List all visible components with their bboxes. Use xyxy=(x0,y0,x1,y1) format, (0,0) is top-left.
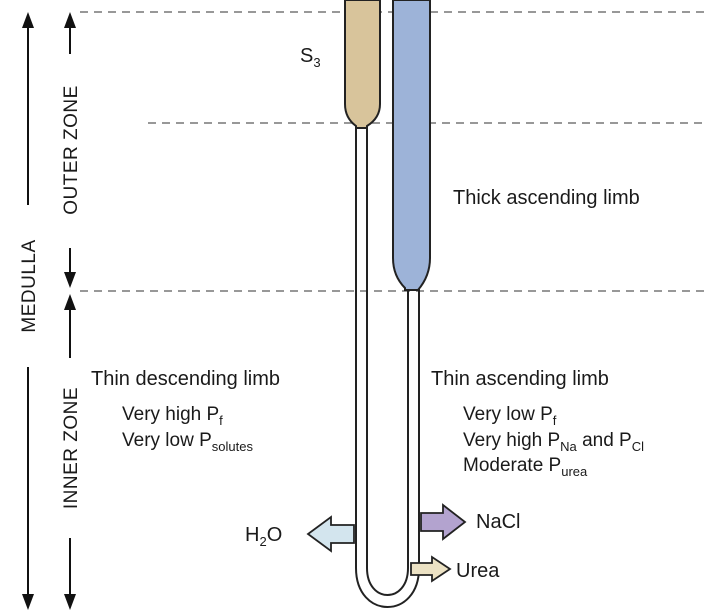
loop-of-henle-tubule xyxy=(344,0,431,608)
thick-ascending-limb-segment xyxy=(392,0,431,291)
medulla-label: MEDULLA xyxy=(19,239,40,332)
water-efflux-arrow xyxy=(306,515,355,553)
descending-prop-psolutes: Very low Psolutes xyxy=(122,430,253,454)
thick-ascending-limb-label: Thick ascending limb xyxy=(453,187,640,209)
inner-zone-label: INNER ZONE xyxy=(61,387,82,509)
water-label: H2O xyxy=(245,524,282,549)
urea-influx-arrow xyxy=(410,555,452,583)
inner-zone-range-arrow xyxy=(64,294,76,610)
ascending-prop-pna-pcl: Very high PNa and PCl xyxy=(463,430,644,454)
thin-descending-limb-label: Thin descending limb xyxy=(91,368,280,390)
outer-zone-label: OUTER ZONE xyxy=(61,85,82,215)
thin-limbs-inner-wall xyxy=(366,127,409,596)
ascending-prop-pf: Very low Pf xyxy=(463,404,557,428)
s3-label: S3 xyxy=(300,45,321,70)
thin-limbs-outer-wall xyxy=(355,127,420,608)
s3-segment xyxy=(344,0,381,129)
nacl-efflux-arrow xyxy=(420,503,467,541)
descending-prop-pf: Very high Pf xyxy=(122,404,223,428)
ascending-prop-purea: Moderate Purea xyxy=(463,455,588,479)
outer-zone-range-arrow xyxy=(64,12,76,288)
nacl-label: NaCl xyxy=(476,511,520,533)
medulla-range-arrow xyxy=(22,12,34,610)
urea-label: Urea xyxy=(456,560,500,582)
thin-ascending-limb-label: Thin ascending limb xyxy=(431,368,609,390)
